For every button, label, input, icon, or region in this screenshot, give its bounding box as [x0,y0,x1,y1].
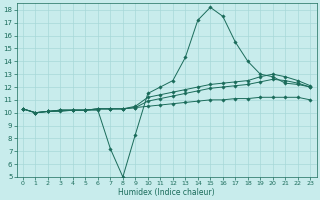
X-axis label: Humidex (Indice chaleur): Humidex (Indice chaleur) [118,188,215,197]
